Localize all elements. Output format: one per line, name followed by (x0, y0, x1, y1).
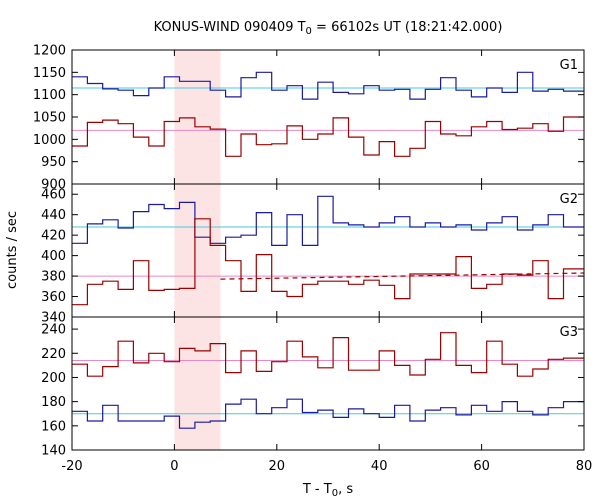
xlabel-tail: , s (338, 482, 353, 497)
x-axis-label: T - T0, s (302, 482, 353, 499)
y-tick-label: 140 (41, 444, 66, 459)
y-tick-label: 1150 (33, 66, 66, 81)
y-tick-label: 900 (41, 178, 66, 193)
y-tick-label: 160 (41, 419, 66, 434)
series-blue-g2 (72, 195, 584, 246)
y-tick-label: 420 (41, 229, 66, 244)
x-tick-label: 40 (371, 459, 388, 474)
panel-frame (71, 316, 585, 451)
panel-label: G3 (560, 325, 578, 340)
panel-label: G2 (560, 192, 578, 207)
y-tick-label: 360 (41, 290, 66, 305)
title-tail: = 66102s UT (18:21:42.000) (312, 20, 502, 35)
highlight-band (174, 317, 221, 450)
panel-label: G1 (560, 58, 578, 73)
y-tick-label: 1050 (33, 111, 66, 126)
series-red-g3 (72, 332, 584, 377)
y-tick-label: 950 (41, 155, 66, 170)
y-tick-label: 220 (41, 347, 66, 362)
x-tick-label: 0 (170, 459, 178, 474)
y-tick-label: 460 (41, 188, 66, 203)
series-red-g2 (72, 218, 584, 306)
series-blue-g3 (72, 398, 584, 429)
x-tick-label: 20 (269, 459, 286, 474)
plot-layer: 90095010001050110011501200G1340360380400… (33, 44, 592, 475)
y-tick-label: 200 (41, 371, 66, 386)
panel-g2: 340 360 380 400 420 440 460 G2 (41, 183, 585, 326)
series-red-g1 (72, 116, 584, 157)
xlabel-subscript: 0 (332, 488, 338, 499)
highlight-band (174, 50, 221, 184)
panel-g3: 140 160 180 200 220 240 G3 (41, 316, 585, 459)
dashed-fit-line (220, 272, 585, 280)
title-subscript: 0 (306, 26, 312, 37)
y-tick-label: 340 (41, 311, 66, 326)
x-tick-label: -20 (61, 459, 82, 474)
y-tick-label: 400 (41, 249, 66, 264)
x-tick-label: 60 (473, 459, 490, 474)
panel-frame (71, 49, 585, 185)
y-tick-label: 180 (41, 395, 66, 410)
xlabel-main: T - T (302, 482, 332, 497)
y-tick-label: 380 (41, 270, 66, 285)
y-tick-label: 240 (41, 323, 66, 338)
y-tick-label: 440 (41, 208, 66, 223)
panel-g1: 900 950 1000 1050 1100 1150 1200 G1 (33, 44, 585, 193)
chart-title: KONUS-WIND 090409 T0 = 66102s UT (18:21:… (154, 20, 503, 37)
y-tick-label: 1100 (33, 88, 66, 103)
title-main: KONUS-WIND 090409 T (154, 20, 306, 35)
y-tick-label: 1200 (33, 44, 66, 59)
y-axis-label: counts / sec (5, 211, 20, 289)
highlight-band (174, 184, 221, 317)
y-tick-label: 1000 (33, 133, 66, 148)
x-tick-label: 80 (576, 459, 593, 474)
series-blue-g1 (72, 71, 584, 100)
